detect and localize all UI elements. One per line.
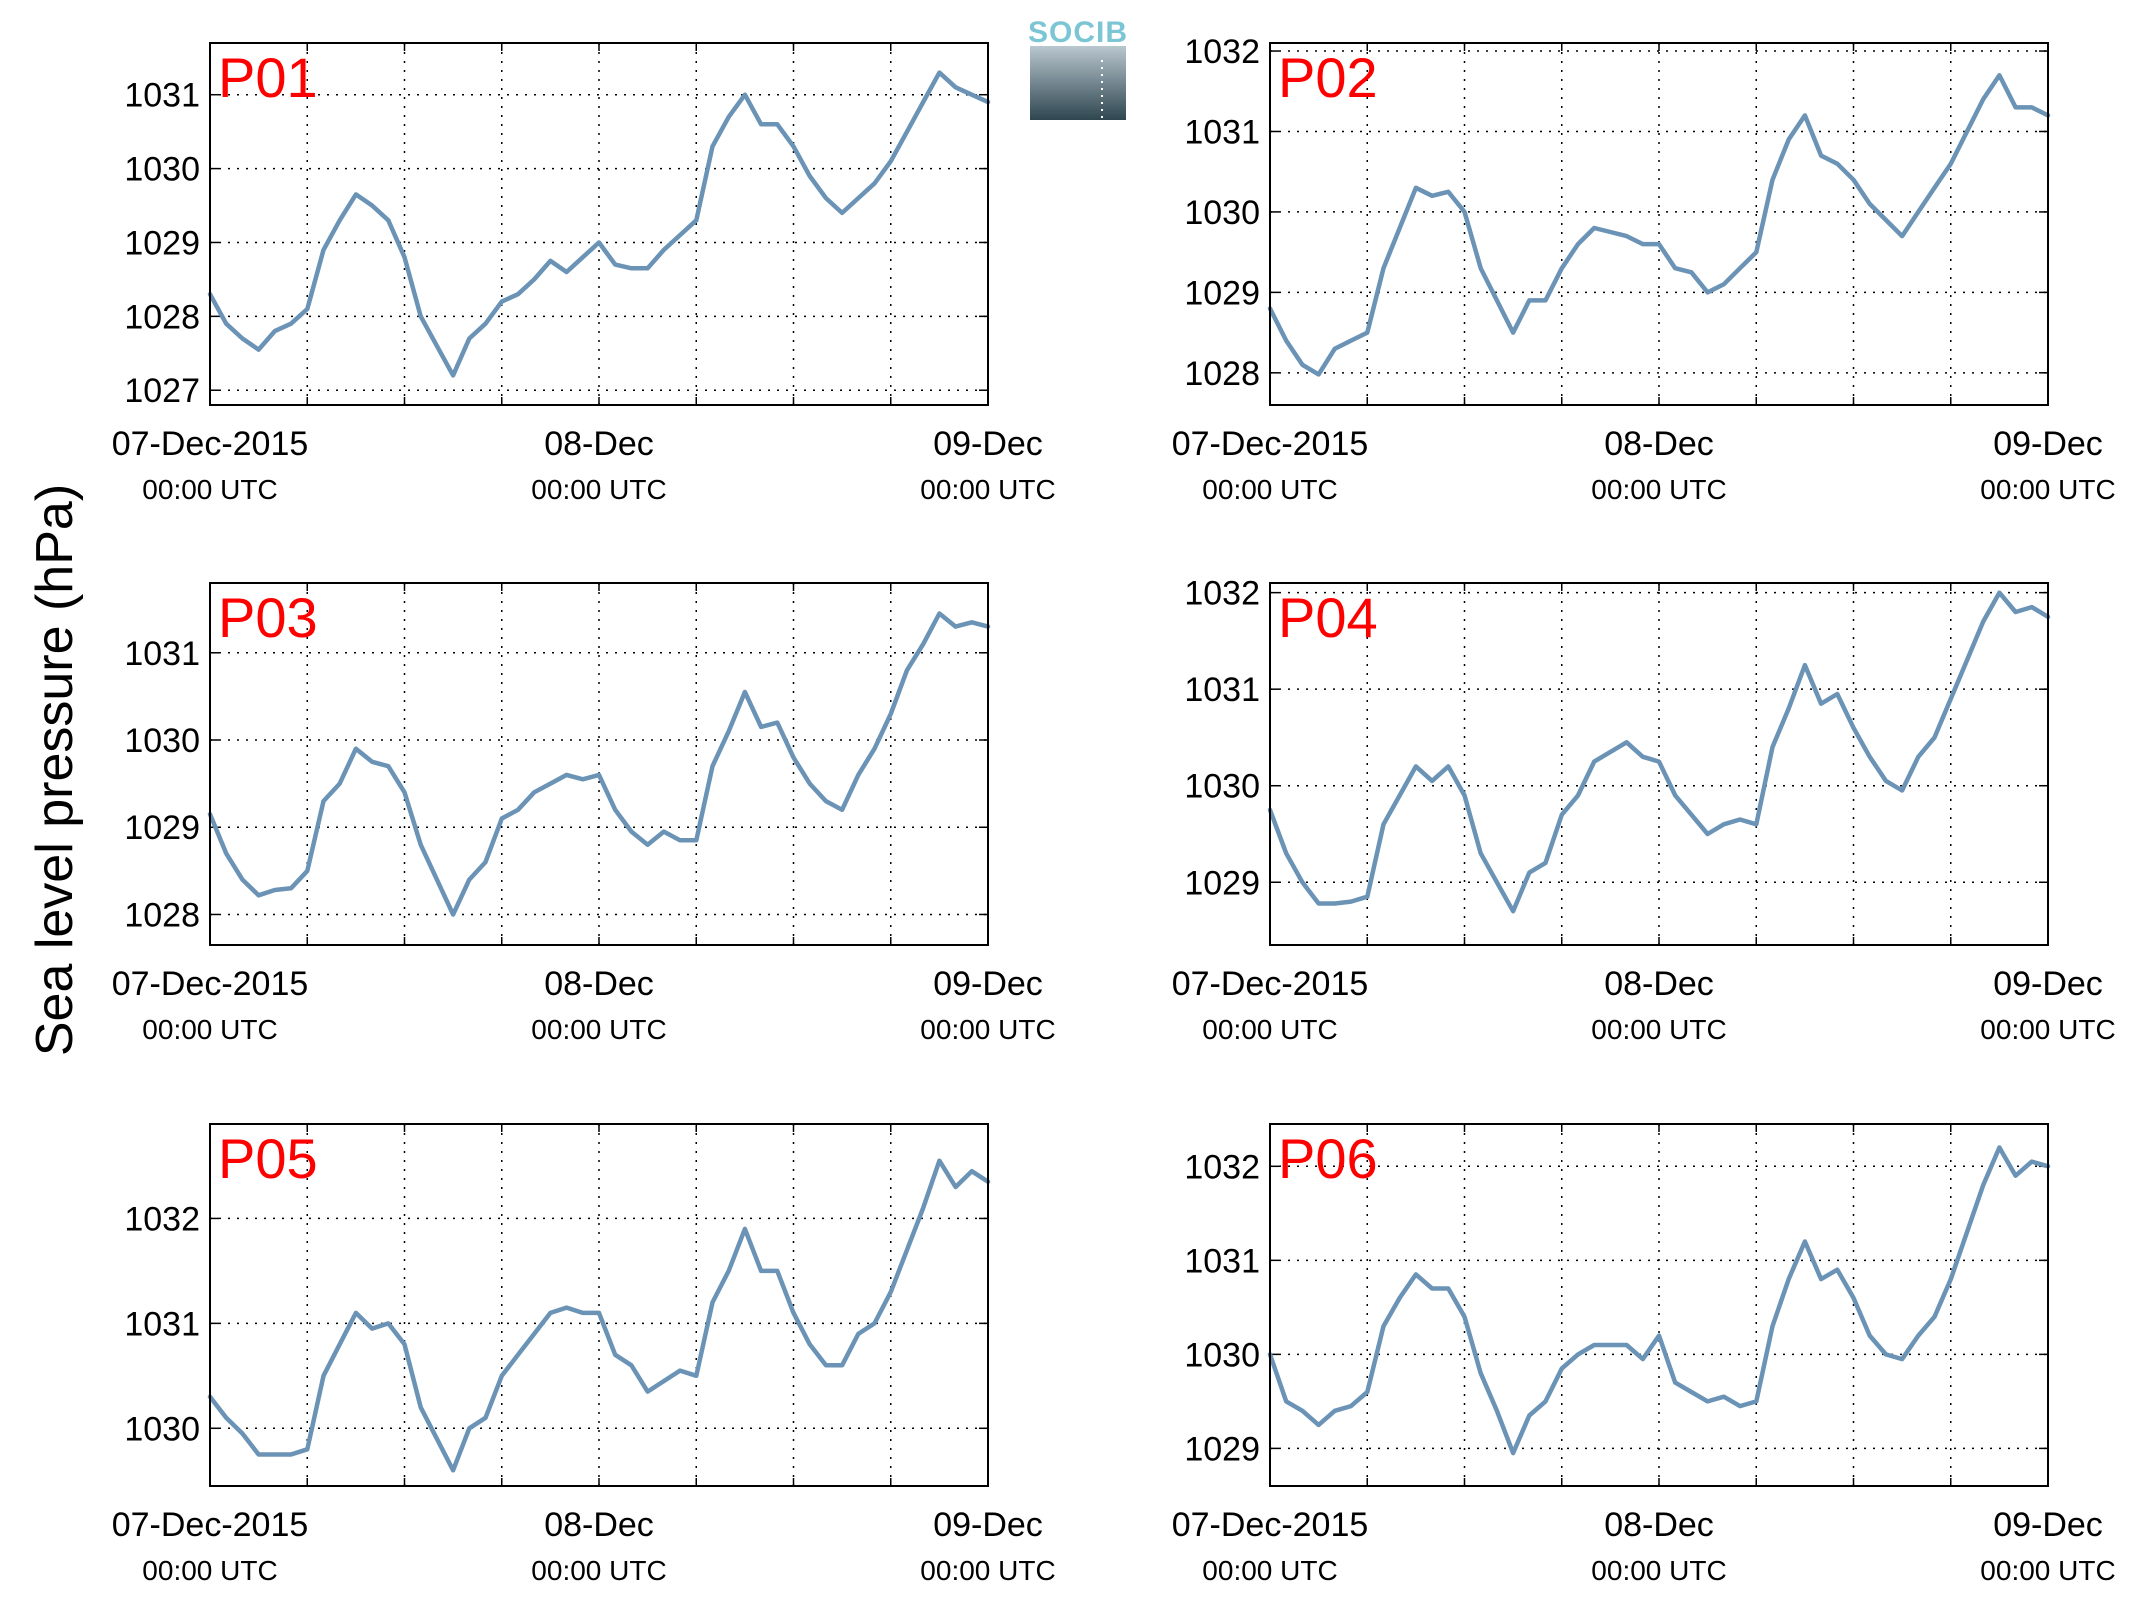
- station-label-p01: P01: [218, 46, 318, 109]
- x-tick-sublabel: 00:00 UTC: [531, 1555, 666, 1586]
- x-tick-sublabel: 00:00 UTC: [1591, 1555, 1726, 1586]
- axes-frame: [1269, 42, 2049, 406]
- station-label-p06: P06: [1278, 1127, 1378, 1190]
- x-tick-label: 09-Dec: [1993, 1506, 2103, 1544]
- axes-frame: [1269, 582, 2049, 946]
- y-tick-label: 1032: [124, 1200, 200, 1238]
- station-label-p05: P05: [218, 1127, 318, 1190]
- y-tick-label: 1031: [1184, 1242, 1260, 1280]
- y-tick-label: 1031: [124, 1305, 200, 1343]
- station-label-p03: P03: [218, 586, 318, 649]
- y-tick-label: 1032: [1184, 575, 1260, 613]
- x-tick-label: 07-Dec-2015: [112, 1506, 309, 1544]
- x-tick-label: 08-Dec: [544, 425, 654, 463]
- x-tick-label: 09-Dec: [1993, 965, 2103, 1003]
- x-tick-sublabel: 00:00 UTC: [1980, 474, 2115, 505]
- x-tick-sublabel: 00:00 UTC: [531, 1014, 666, 1045]
- x-tick-label: 07-Dec-2015: [112, 965, 309, 1003]
- x-tick-label: 09-Dec: [933, 1506, 1043, 1544]
- y-tick-label: 1029: [124, 809, 200, 847]
- x-tick-sublabel: 00:00 UTC: [1591, 474, 1726, 505]
- x-tick-label: 07-Dec-2015: [1172, 425, 1369, 463]
- pressure-line-p05: [207, 1158, 991, 1473]
- y-tick-label: 1029: [124, 224, 200, 262]
- y-tick-label: 1029: [1184, 274, 1260, 312]
- x-tick-label: 07-Dec-2015: [112, 425, 309, 463]
- axes-frame: [1269, 1123, 2049, 1487]
- x-tick-label: 08-Dec: [1604, 1506, 1714, 1544]
- y-tick-label: 1031: [124, 77, 200, 115]
- y-tick-label: 1031: [124, 635, 200, 673]
- x-tick-sublabel: 00:00 UTC: [142, 474, 277, 505]
- pressure-line-p04: [1267, 590, 2051, 914]
- panel-p05: 1030 1031 1032 07-Dec-2015 00:00 UTC 08-Dec 00…: [112, 1123, 1056, 1586]
- station-label-p02: P02: [1278, 46, 1378, 109]
- x-tick-label: 08-Dec: [544, 1506, 654, 1544]
- panels: 1027 1028 1029 1030 1031 07-Dec-2015 00:00 UTC…: [112, 33, 2116, 1586]
- y-tick-label: 1032: [1184, 1148, 1260, 1186]
- panel-p04: 1029 1030 1031 1032 07-Dec-2015 00:00 UTC 08-D…: [1172, 575, 2116, 1045]
- y-tick-label: 1028: [124, 896, 200, 934]
- x-tick-sublabel: 00:00 UTC: [920, 1014, 1055, 1045]
- y-tick-label: 1030: [1184, 768, 1260, 806]
- y-tick-label: 1031: [1184, 113, 1260, 151]
- socib-logo: SOCIB: [1028, 16, 1128, 120]
- x-tick-label: 08-Dec: [1604, 425, 1714, 463]
- x-tick-label: 09-Dec: [933, 425, 1043, 463]
- axes-frame: [209, 42, 989, 406]
- x-tick-sublabel: 00:00 UTC: [1202, 1555, 1337, 1586]
- y-tick-label: 1027: [124, 372, 200, 410]
- y-tick-label: 1031: [1184, 671, 1260, 709]
- pressure-line-p06: [1267, 1145, 2051, 1456]
- x-tick-label: 08-Dec: [544, 965, 654, 1003]
- x-tick-label: 07-Dec-2015: [1172, 1506, 1369, 1544]
- x-tick-label: 07-Dec-2015: [1172, 965, 1369, 1003]
- pressure-line-p03: [207, 611, 991, 917]
- x-tick-sublabel: 00:00 UTC: [142, 1014, 277, 1045]
- x-tick-sublabel: 00:00 UTC: [531, 474, 666, 505]
- station-label-p04: P04: [1278, 586, 1378, 649]
- x-tick-label: 09-Dec: [1993, 425, 2103, 463]
- y-axis-label: Sea level pressure (hPa): [26, 484, 84, 1056]
- x-tick-sublabel: 00:00 UTC: [1202, 474, 1337, 505]
- y-tick-label: 1030: [124, 1410, 200, 1448]
- axes-frame: [209, 1123, 989, 1487]
- x-tick-sublabel: 00:00 UTC: [142, 1555, 277, 1586]
- y-tick-label: 1029: [1184, 1430, 1260, 1468]
- y-tick-label: 1028: [124, 298, 200, 336]
- x-tick-sublabel: 00:00 UTC: [1202, 1014, 1337, 1045]
- y-tick-label: 1030: [124, 722, 200, 760]
- x-tick-label: 08-Dec: [1604, 965, 1714, 1003]
- y-tick-label: 1030: [124, 151, 200, 189]
- y-tick-label: 1032: [1184, 33, 1260, 71]
- x-tick-label: 09-Dec: [933, 965, 1043, 1003]
- y-tick-label: 1030: [1184, 194, 1260, 232]
- pressure-line-p02: [1267, 72, 2051, 377]
- pressure-line-p01: [207, 70, 991, 378]
- x-tick-sublabel: 00:00 UTC: [1591, 1014, 1726, 1045]
- y-tick-label: 1029: [1184, 864, 1260, 902]
- axes-frame: [209, 582, 989, 946]
- y-tick-label: 1030: [1184, 1336, 1260, 1374]
- panel-p06: 1029 1030 1031 1032 07-Dec-2015 00:00 UTC 08-D…: [1172, 1123, 2116, 1586]
- x-tick-sublabel: 00:00 UTC: [920, 1555, 1055, 1586]
- panel-p01: 1027 1028 1029 1030 1031 07-Dec-2015 00:00 UTC…: [112, 42, 1056, 505]
- y-tick-label: 1028: [1184, 355, 1260, 393]
- x-tick-sublabel: 00:00 UTC: [920, 474, 1055, 505]
- panel-p02: 1028 1029 1030 1031 1032 07-Dec-2015 00:00 UTC…: [1172, 33, 2116, 505]
- socib-logo-text: SOCIB: [1028, 16, 1128, 49]
- x-tick-sublabel: 00:00 UTC: [1980, 1555, 2115, 1586]
- x-tick-sublabel: 00:00 UTC: [1980, 1014, 2115, 1045]
- panel-p03: 1028 1029 1030 1031 07-Dec-2015 00:00 UTC 08-D…: [112, 582, 1056, 1045]
